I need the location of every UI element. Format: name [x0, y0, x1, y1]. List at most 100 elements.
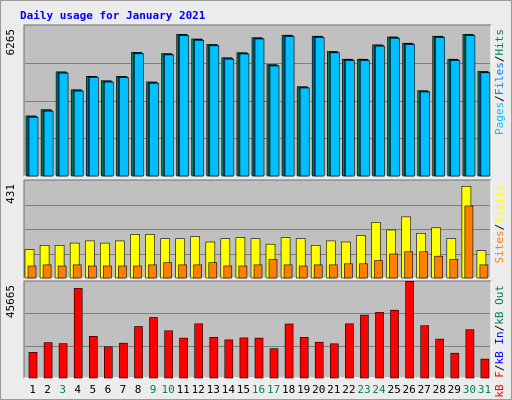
bar-pages-day-29 [450, 60, 461, 177]
bar-sites-day-14 [223, 265, 233, 279]
x-tick-label-day-4: 4 [74, 383, 81, 396]
x-tick-label-day-16: 16 [252, 383, 265, 396]
bar-pages-day-5 [89, 77, 99, 177]
x-tick-label-day-6: 6 [105, 383, 112, 396]
bar-kbf-day-1 [28, 351, 38, 379]
legend-sites: Sites [493, 230, 506, 263]
bar-kbf-day-2 [43, 342, 53, 379]
x-tick-label-day-17: 17 [267, 383, 280, 396]
bar-sites-day-15 [238, 265, 248, 279]
bar-pages-day-31 [480, 72, 491, 177]
bar-sites-day-11 [178, 264, 187, 279]
legend: kB F/kB In/kB Out [493, 285, 506, 398]
legend-separator: / [493, 325, 506, 332]
x-tick-label-day-14: 14 [222, 383, 236, 396]
y-max-label: 45665 [4, 285, 17, 318]
bar-pages-day-27 [420, 91, 431, 177]
x-tick-label-day-21: 21 [327, 383, 340, 396]
bar-pages-day-28 [435, 37, 446, 177]
x-tick-label-day-29: 29 [448, 383, 461, 396]
bar-sites-day-1 [27, 265, 37, 279]
bar-kbf-day-22 [345, 323, 354, 379]
x-tick-label-day-3: 3 [59, 383, 66, 396]
bar-pages-day-25 [390, 37, 400, 177]
bar-kbf-day-10 [164, 330, 173, 379]
bar-kbf-day-20 [314, 341, 324, 379]
x-tick-label-day-22: 22 [342, 383, 355, 396]
x-tick-label-day-19: 19 [297, 383, 310, 396]
bar-kbf-day-8 [134, 326, 143, 379]
bar-pages-day-1 [28, 117, 39, 177]
bar-kbf-day-13 [209, 336, 219, 379]
x-tick-label-day-13: 13 [207, 383, 220, 396]
bar-pages-day-4 [73, 90, 84, 177]
bar-pages-day-2 [43, 110, 54, 177]
bar-kbf-day-21 [329, 343, 339, 379]
x-tick-label-day-26: 26 [402, 383, 415, 396]
bar-pages-day-18 [284, 36, 295, 177]
legend-visits: Visits [493, 184, 506, 224]
x-tick-label-day-15: 15 [237, 383, 250, 396]
bar-sites-day-5 [88, 265, 97, 279]
bar-sites-day-3 [57, 265, 67, 279]
bar-kbf-day-26 [405, 280, 414, 379]
bar-kbf-day-27 [420, 325, 430, 379]
bar-sites-day-2 [42, 264, 52, 279]
bar-pages-day-11 [179, 35, 189, 177]
bar-sites-day-30 [464, 205, 474, 279]
bar-kbf-day-17 [269, 348, 279, 379]
x-tick-label-day-28: 28 [433, 383, 446, 396]
bar-pages-day-16 [254, 38, 265, 177]
bar-sites-day-22 [344, 263, 353, 279]
x-tick-label-day-11: 11 [177, 383, 190, 396]
legend-separator: / [493, 95, 506, 102]
x-tick-label-day-31: 31 [478, 383, 491, 396]
x-tick-label-day-24: 24 [372, 383, 386, 396]
bar-sites-day-12 [193, 264, 202, 279]
bar-sites-day-4 [72, 264, 82, 279]
bar-kbf-day-15 [239, 337, 249, 379]
bar-kbf-day-31 [480, 358, 490, 379]
bar-kbf-day-9 [149, 317, 158, 379]
bar-sites-day-23 [359, 263, 368, 279]
bar-kbf-day-5 [89, 335, 98, 379]
bar-pages-day-10 [164, 54, 174, 177]
x-tick-label-day-1: 1 [29, 383, 36, 396]
legend-separator: / [493, 56, 506, 63]
legend: Pages/Files/Hits [493, 29, 506, 135]
x-tick-label-day-30: 30 [463, 383, 476, 396]
bar-kbf-day-28 [435, 338, 445, 379]
legend-separator: / [493, 365, 506, 372]
chart-title: Daily usage for January 2021 [20, 9, 206, 22]
bar-pages-day-7 [119, 77, 129, 177]
bar-pages-day-12 [194, 40, 204, 177]
bar-kbf-day-3 [58, 343, 68, 379]
bar-kbf-day-4 [73, 288, 83, 379]
bar-sites-day-13 [208, 262, 218, 279]
bar-pages-day-14 [224, 58, 235, 177]
bar-kbf-day-16 [254, 337, 264, 379]
x-tick-label-day-8: 8 [135, 383, 142, 396]
bar-kbf-day-29 [450, 352, 460, 379]
y-max-label: 431 [4, 184, 17, 204]
bar-pages-day-15 [239, 53, 250, 177]
legend-files: Files [493, 62, 506, 95]
bar-sites-day-26 [404, 251, 413, 279]
bar-kbf-day-12 [194, 323, 203, 379]
bar-sites-day-10 [163, 262, 172, 279]
bar-pages-day-30 [465, 35, 476, 177]
bar-sites-day-20 [313, 264, 323, 279]
bar-kbf-day-14 [224, 339, 234, 379]
bar-sites-day-31 [479, 264, 489, 279]
bar-sites-day-21 [328, 264, 338, 279]
x-tick-label-day-27: 27 [418, 383, 431, 396]
x-tick-label-day-18: 18 [282, 383, 295, 396]
x-tick-label-day-20: 20 [312, 383, 325, 396]
bar-pages-day-6 [104, 81, 114, 177]
bar-sites-day-28 [434, 255, 444, 279]
bar-kbf-day-19 [299, 336, 309, 379]
bar-pages-day-17 [269, 65, 280, 177]
x-tick-label-day-2: 2 [44, 383, 51, 396]
bar-sites-day-29 [449, 259, 459, 279]
